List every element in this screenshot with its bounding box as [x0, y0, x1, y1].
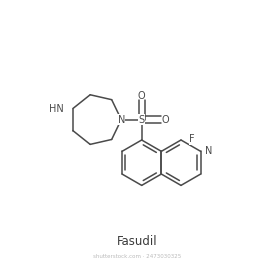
- Text: Fasudil: Fasudil: [116, 235, 157, 248]
- Text: HN: HN: [49, 104, 63, 113]
- Text: F: F: [189, 134, 195, 144]
- Text: O: O: [138, 91, 146, 101]
- Text: shutterstock.com · 2473030325: shutterstock.com · 2473030325: [93, 255, 181, 259]
- Text: N: N: [118, 115, 125, 125]
- Text: S: S: [139, 115, 145, 125]
- Text: N: N: [205, 146, 213, 156]
- Text: O: O: [162, 115, 170, 125]
